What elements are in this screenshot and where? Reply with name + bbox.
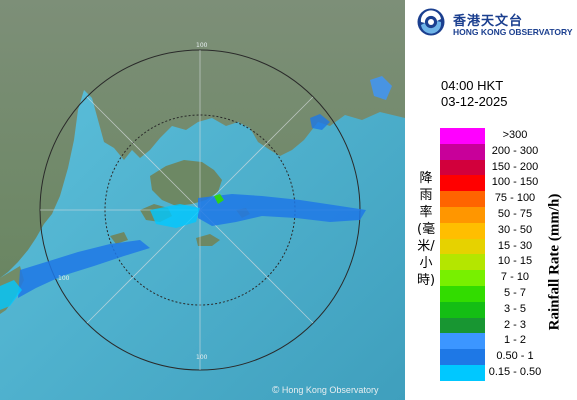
legend-swatch <box>440 159 485 176</box>
legend-label: 10 - 15 <box>497 255 533 268</box>
rain-patch-coast-north <box>370 76 392 100</box>
legend-label: 5 - 7 <box>503 286 526 299</box>
copyright-text: Hong Kong Observatory <box>281 385 379 395</box>
rain-band-west <box>18 240 150 298</box>
legend-label: 15 - 30 <box>497 239 533 252</box>
rain-band-main <box>198 194 366 226</box>
legend-swatch <box>440 285 485 302</box>
legend-label: 0.15 - 0.50 <box>488 365 542 378</box>
legend-swatch <box>440 128 485 144</box>
legend-swatch <box>440 270 485 286</box>
mainland-landmass <box>0 0 405 278</box>
legend-swatch <box>440 254 485 271</box>
legend-swatch <box>440 175 485 192</box>
legend-label: 3 - 5 <box>503 302 526 315</box>
hko-logo-icon <box>417 8 445 36</box>
legend-title-english: Rainfall Rate (mm/h) <box>546 193 563 331</box>
rain-band-light <box>150 204 200 228</box>
rain-patch-coast-east <box>310 114 330 130</box>
legend-label: 200 - 300 <box>491 144 539 157</box>
range-ring-labels: 100 100 100 <box>58 42 208 361</box>
radar-map-svg: 100 100 100 <box>0 0 405 400</box>
legend-title-chinese: 降雨率(毫米/小時) <box>417 171 436 288</box>
rain-patch-southwest <box>0 280 22 310</box>
legend-swatch <box>440 333 485 350</box>
legend-label: 100 - 150 <box>491 176 539 189</box>
copyright-symbol: © <box>272 385 280 396</box>
timestamp-date: 03-12-2025 <box>441 94 508 109</box>
rain-patch-green <box>214 194 224 204</box>
legend-swatch <box>440 364 485 381</box>
legend-swatch <box>440 191 485 207</box>
legend-swatch <box>440 206 485 223</box>
radar-echoes <box>0 76 392 310</box>
timestamp-time: 04:00 HKT <box>441 78 504 93</box>
legend-label: 50 - 75 <box>497 207 533 220</box>
legend-label: 30 - 50 <box>497 223 533 236</box>
legend-swatch <box>440 317 485 334</box>
legend-swatch <box>440 238 485 255</box>
legend-swatch <box>440 301 485 318</box>
copyright-notice: © Hong Kong Observatory <box>272 385 378 396</box>
legend-label: 1 - 2 <box>503 334 526 347</box>
legend-labels: >300 200 - 300 150 - 200 100 - 150 75 - 100 5… <box>485 128 545 381</box>
range-label-west: 100 <box>58 275 70 282</box>
legend-label: 150 - 200 <box>491 160 539 173</box>
hko-logo[interactable]: 香港天文台 HONG KONG OBSERVATORY <box>415 6 575 40</box>
legend-label: 0.50 - 1 <box>496 350 534 363</box>
logo-english-text: HONG KONG OBSERVATORY <box>453 27 573 37</box>
logo-chinese-text: 香港天文台 <box>453 14 524 29</box>
legend-color-scale <box>440 128 485 381</box>
legend-label: 2 - 3 <box>503 318 526 331</box>
legend-swatch <box>440 349 485 365</box>
info-panel: 香港天文台 HONG KONG OBSERVATORY 04:00 HKT 03… <box>405 0 577 400</box>
range-label-north: 100 <box>196 42 208 49</box>
range-label-south: 100 <box>196 354 208 361</box>
hong-kong-island-area <box>150 160 222 206</box>
timestamp: 04:00 HKT 03-12-2025 <box>441 78 508 110</box>
radar-map: 100 100 100 © Hong Kong Observatory <box>0 0 405 400</box>
legend-swatch <box>440 143 485 160</box>
legend-swatch <box>440 222 485 239</box>
legend-label: >300 <box>502 129 528 141</box>
legend-label: 7 - 10 <box>500 271 530 284</box>
legend-label: 75 - 100 <box>494 192 536 205</box>
